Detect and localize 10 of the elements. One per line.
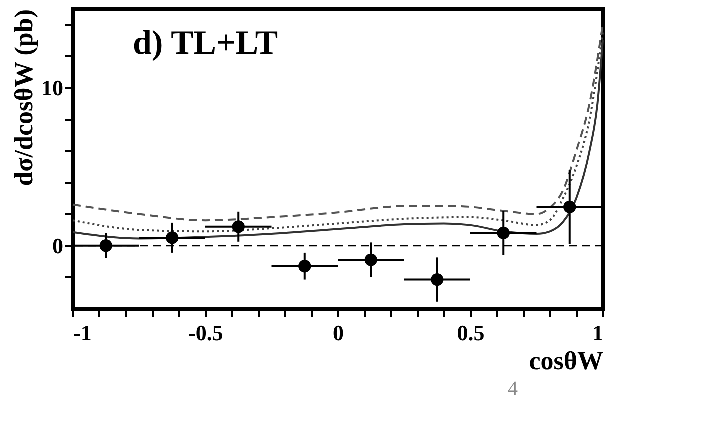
x-tick-label: 0 xyxy=(333,320,344,346)
x-axis-title: cosθW xyxy=(529,346,604,376)
x-tick-label: 0.5 xyxy=(457,320,485,346)
text: 4 xyxy=(508,378,518,400)
x-tick-label: 1 xyxy=(592,320,604,346)
y-axis-title: dσ/dcosθW (pb) xyxy=(10,10,38,186)
x-tick-label: -1 xyxy=(74,320,92,346)
y-tick-label: 10 xyxy=(42,75,64,100)
annotation: d) TL+LT xyxy=(133,25,278,62)
x-tick-label: -0.5 xyxy=(188,320,224,346)
